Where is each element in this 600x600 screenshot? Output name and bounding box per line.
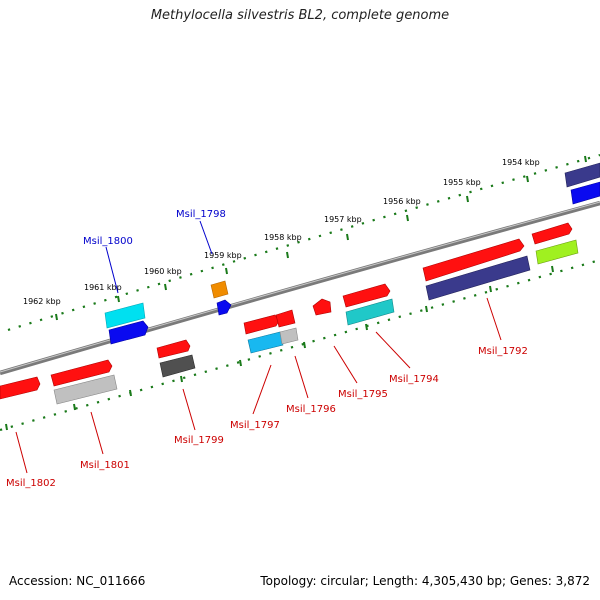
kbp-label: 1958 kbp [264,233,302,242]
gene-feature[interactable] [104,302,146,329]
gene-feature[interactable] [279,327,299,345]
gene-label-bottom[interactable]: Msil_1792 [478,346,528,357]
gene-feature[interactable] [247,331,284,354]
gene-feature[interactable] [342,283,391,308]
major-ticks [55,155,587,321]
gene-feature[interactable] [210,280,229,299]
gene-feature[interactable] [216,299,232,316]
gene-feature[interactable] [564,162,600,188]
gene-label-bottom[interactable]: Msil_1795 [338,389,388,400]
gene-feature[interactable] [535,239,579,265]
gene-label-bottom[interactable]: Msil_1797 [230,420,280,431]
gene-feature[interactable] [275,309,296,328]
genes-top-strand [104,162,600,345]
kbp-label: 1959 kbp [204,251,242,260]
bottom-leader-lines [15,297,502,474]
accession-text: Accession: NC_011666 [9,574,146,588]
kbp-label: 1962 kbp [23,297,61,306]
genome-backbone-highlight [0,201,600,373]
kbp-label: 1954 kbp [502,158,540,167]
gene-feature[interactable] [53,374,118,405]
gene-feature[interactable] [425,255,531,301]
gene-label-top[interactable]: Msil_1800 [83,236,133,247]
kbp-label: 1955 kbp [443,178,481,187]
gene-feature[interactable] [108,320,149,345]
genes-bottom-strand [0,222,579,405]
genome-summary-text: Topology: circular; Length: 4,305,430 bp… [260,574,590,588]
gene-label-bottom[interactable]: Msil_1796 [286,404,336,415]
gene-label-bottom[interactable]: Msil_1799 [174,435,224,446]
inner-major-ticks [5,265,554,431]
kbp-labels: 1962 kbp 1961 kbp 1960 kbp 1959 kbp 1958… [23,158,540,306]
kbp-label: 1956 kbp [383,197,421,206]
gene-feature[interactable] [159,354,196,378]
kbp-label: 1960 kbp [144,267,182,276]
gene-label-bottom[interactable]: Msil_1794 [389,374,439,385]
gene-feature[interactable] [570,181,600,205]
gene-label-bottom[interactable]: Msil_1802 [6,478,56,489]
gene-feature[interactable] [156,339,191,359]
gene-feature[interactable] [531,222,573,245]
top-leader-lines [105,220,213,294]
genome-backbone [0,200,600,376]
gene-label-top[interactable]: Msil_1798 [176,209,226,220]
gene-feature[interactable] [50,359,113,387]
gene-feature[interactable] [345,298,395,326]
gene-label-bottom[interactable]: Msil_1801 [80,460,130,471]
map-title: Methylocella silvestris BL2, complete ge… [150,8,450,23]
gene-feature[interactable] [312,298,332,316]
kbp-label: 1961 kbp [84,283,122,292]
gene-feature[interactable] [422,238,525,282]
kbp-label: 1957 kbp [324,215,362,224]
gene-feature[interactable] [243,314,280,335]
gene-feature[interactable] [0,376,41,400]
